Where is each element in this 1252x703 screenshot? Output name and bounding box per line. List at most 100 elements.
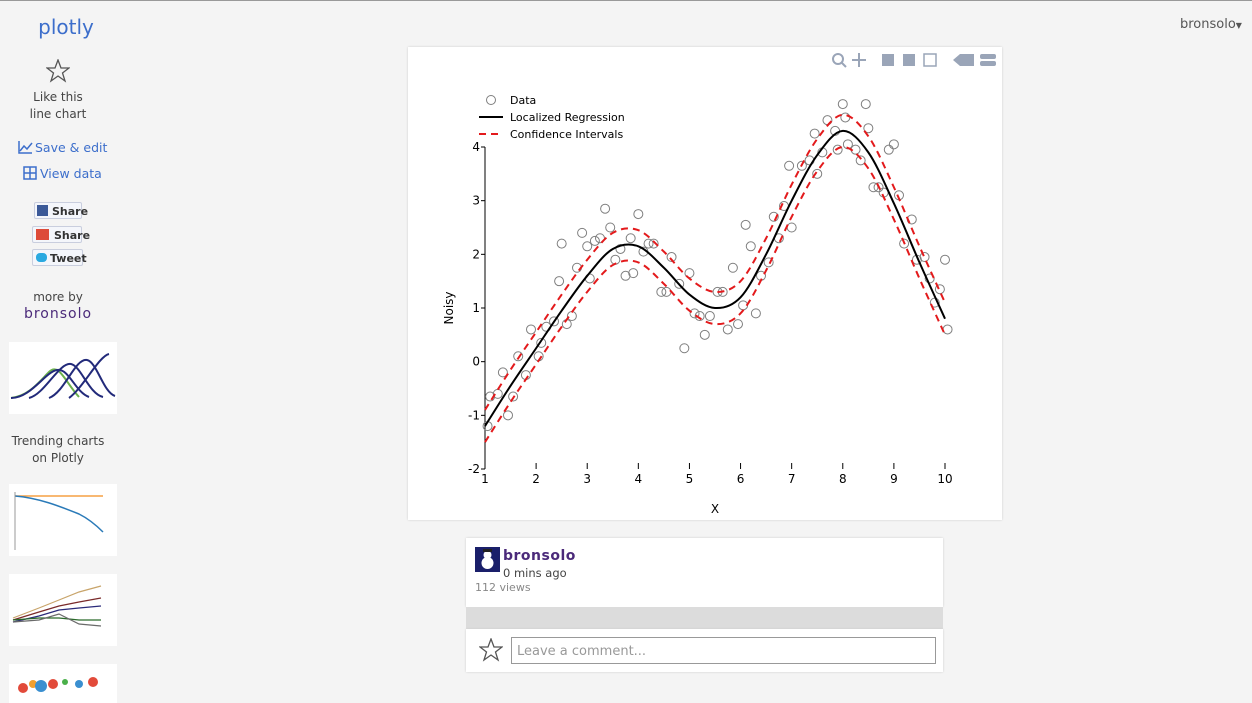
like-label[interactable]: Like this line chart (8, 89, 108, 123)
legend-label: Data (510, 94, 536, 107)
data-point (832, 144, 843, 155)
data-point (536, 337, 547, 348)
y-tick-label: -2 (468, 462, 480, 476)
legend-label: Confidence Intervals (510, 128, 623, 141)
data-point (934, 284, 945, 295)
user-menu[interactable]: bronsolo▼ (1180, 17, 1242, 32)
data-point (873, 182, 884, 193)
y-tick-label: 2 (472, 247, 480, 261)
comment-star[interactable] (479, 638, 503, 662)
data-point (620, 270, 631, 281)
divider-bar (466, 607, 943, 629)
google-icon (36, 229, 49, 240)
data-point (809, 128, 820, 139)
data-point (513, 351, 524, 362)
confidence-line (484, 113, 946, 411)
x-tick-label: 8 (839, 472, 847, 486)
x-tick-label: 5 (686, 472, 694, 486)
view-data-icon (23, 166, 37, 180)
data-point (763, 257, 774, 268)
x-tick-label: 2 (532, 472, 540, 486)
data-point (768, 211, 779, 222)
data-point (883, 144, 894, 155)
modebar[interactable] (832, 53, 996, 68)
data-point (860, 99, 871, 110)
data-point (855, 155, 866, 166)
confidence-line (484, 146, 946, 443)
data-point (750, 308, 761, 319)
x-tick-label: 1 (481, 472, 489, 486)
post-author[interactable]: bronsolo (503, 548, 576, 564)
facebook-share[interactable]: Share (34, 202, 88, 219)
trending-line: Trending charts (11, 434, 105, 448)
y-tick-label: -1 (468, 408, 480, 422)
more-by: more by (33, 290, 83, 304)
data-point (796, 160, 807, 171)
share-label: Share (54, 229, 91, 242)
data-point (786, 222, 797, 233)
data-point (666, 252, 677, 263)
y-axis-title: Noisy (442, 291, 456, 324)
data-point (919, 252, 930, 263)
data-point (643, 238, 654, 249)
data-point (674, 278, 685, 289)
data-point (899, 238, 910, 249)
trending-line: on Plotly (32, 451, 84, 465)
logo[interactable]: plotly (38, 15, 94, 39)
view-data-link[interactable]: View data (40, 166, 102, 181)
facebook-icon (37, 205, 48, 216)
post-card: bronsolo 0 mins ago 112 views (466, 538, 943, 607)
author-link[interactable]: bronsolo (23, 306, 93, 322)
legend-symbol (486, 95, 496, 105)
data-point (689, 308, 700, 319)
data-point (656, 286, 667, 297)
save-edit-link[interactable]: Save & edit (35, 140, 108, 155)
data-point (549, 316, 559, 327)
legend-label: Localized Regression (510, 111, 625, 124)
x-tick-label: 7 (788, 472, 796, 486)
x-tick-label: 6 (737, 472, 745, 486)
trending-heading: Trending charts on Plotly (8, 433, 108, 467)
data-point (837, 99, 848, 110)
data-point (628, 268, 639, 279)
thumbnail[interactable] (9, 484, 117, 556)
data-point (722, 324, 733, 335)
google-share[interactable]: Share (32, 226, 90, 243)
twitter-icon (36, 253, 47, 262)
user-name[interactable]: bronsolo (1180, 17, 1236, 32)
thumbnail[interactable] (9, 574, 117, 646)
data-point (526, 324, 536, 335)
data-point (605, 222, 616, 233)
legend: Data Localized Regression Confidence Inter… (479, 94, 625, 141)
data-point (556, 238, 567, 249)
chart: -2 -1 0 1 2 3 4 1 2 3 4 5 6 7 8 9 10 X Noisy Data Localized … (442, 53, 996, 516)
x-axis-title: X (711, 502, 719, 516)
chart-card: -2 -1 0 1 2 3 4 1 2 3 4 5 6 7 8 9 10 X Noisy Data Localized … (408, 47, 1002, 520)
thumbnail[interactable] (9, 342, 117, 414)
x-tick-label: 4 (635, 472, 643, 486)
like-line: line chart (29, 107, 87, 121)
data-point (727, 262, 738, 273)
comment-input[interactable]: Leave a comment... (511, 637, 936, 664)
data-point (940, 254, 950, 265)
data-point (582, 241, 593, 252)
data-point (699, 329, 710, 340)
data-point (661, 286, 672, 297)
data-point (497, 367, 508, 378)
data-point (577, 227, 588, 238)
data-point (888, 139, 899, 150)
share-label: Share (52, 205, 89, 218)
post-time: 0 mins ago (503, 566, 567, 580)
data-point (733, 319, 743, 330)
thumbnail[interactable] (9, 664, 117, 703)
post-views: 112 views (475, 581, 531, 594)
data-point (503, 410, 513, 421)
like-star[interactable] (46, 59, 70, 83)
tweet-button[interactable]: Tweet (32, 249, 87, 266)
regression-line (484, 129, 946, 427)
x-tick-label: 3 (583, 472, 591, 486)
data-point (615, 243, 626, 254)
y-tick-label: 3 (472, 194, 480, 208)
avatar[interactable] (475, 547, 500, 572)
